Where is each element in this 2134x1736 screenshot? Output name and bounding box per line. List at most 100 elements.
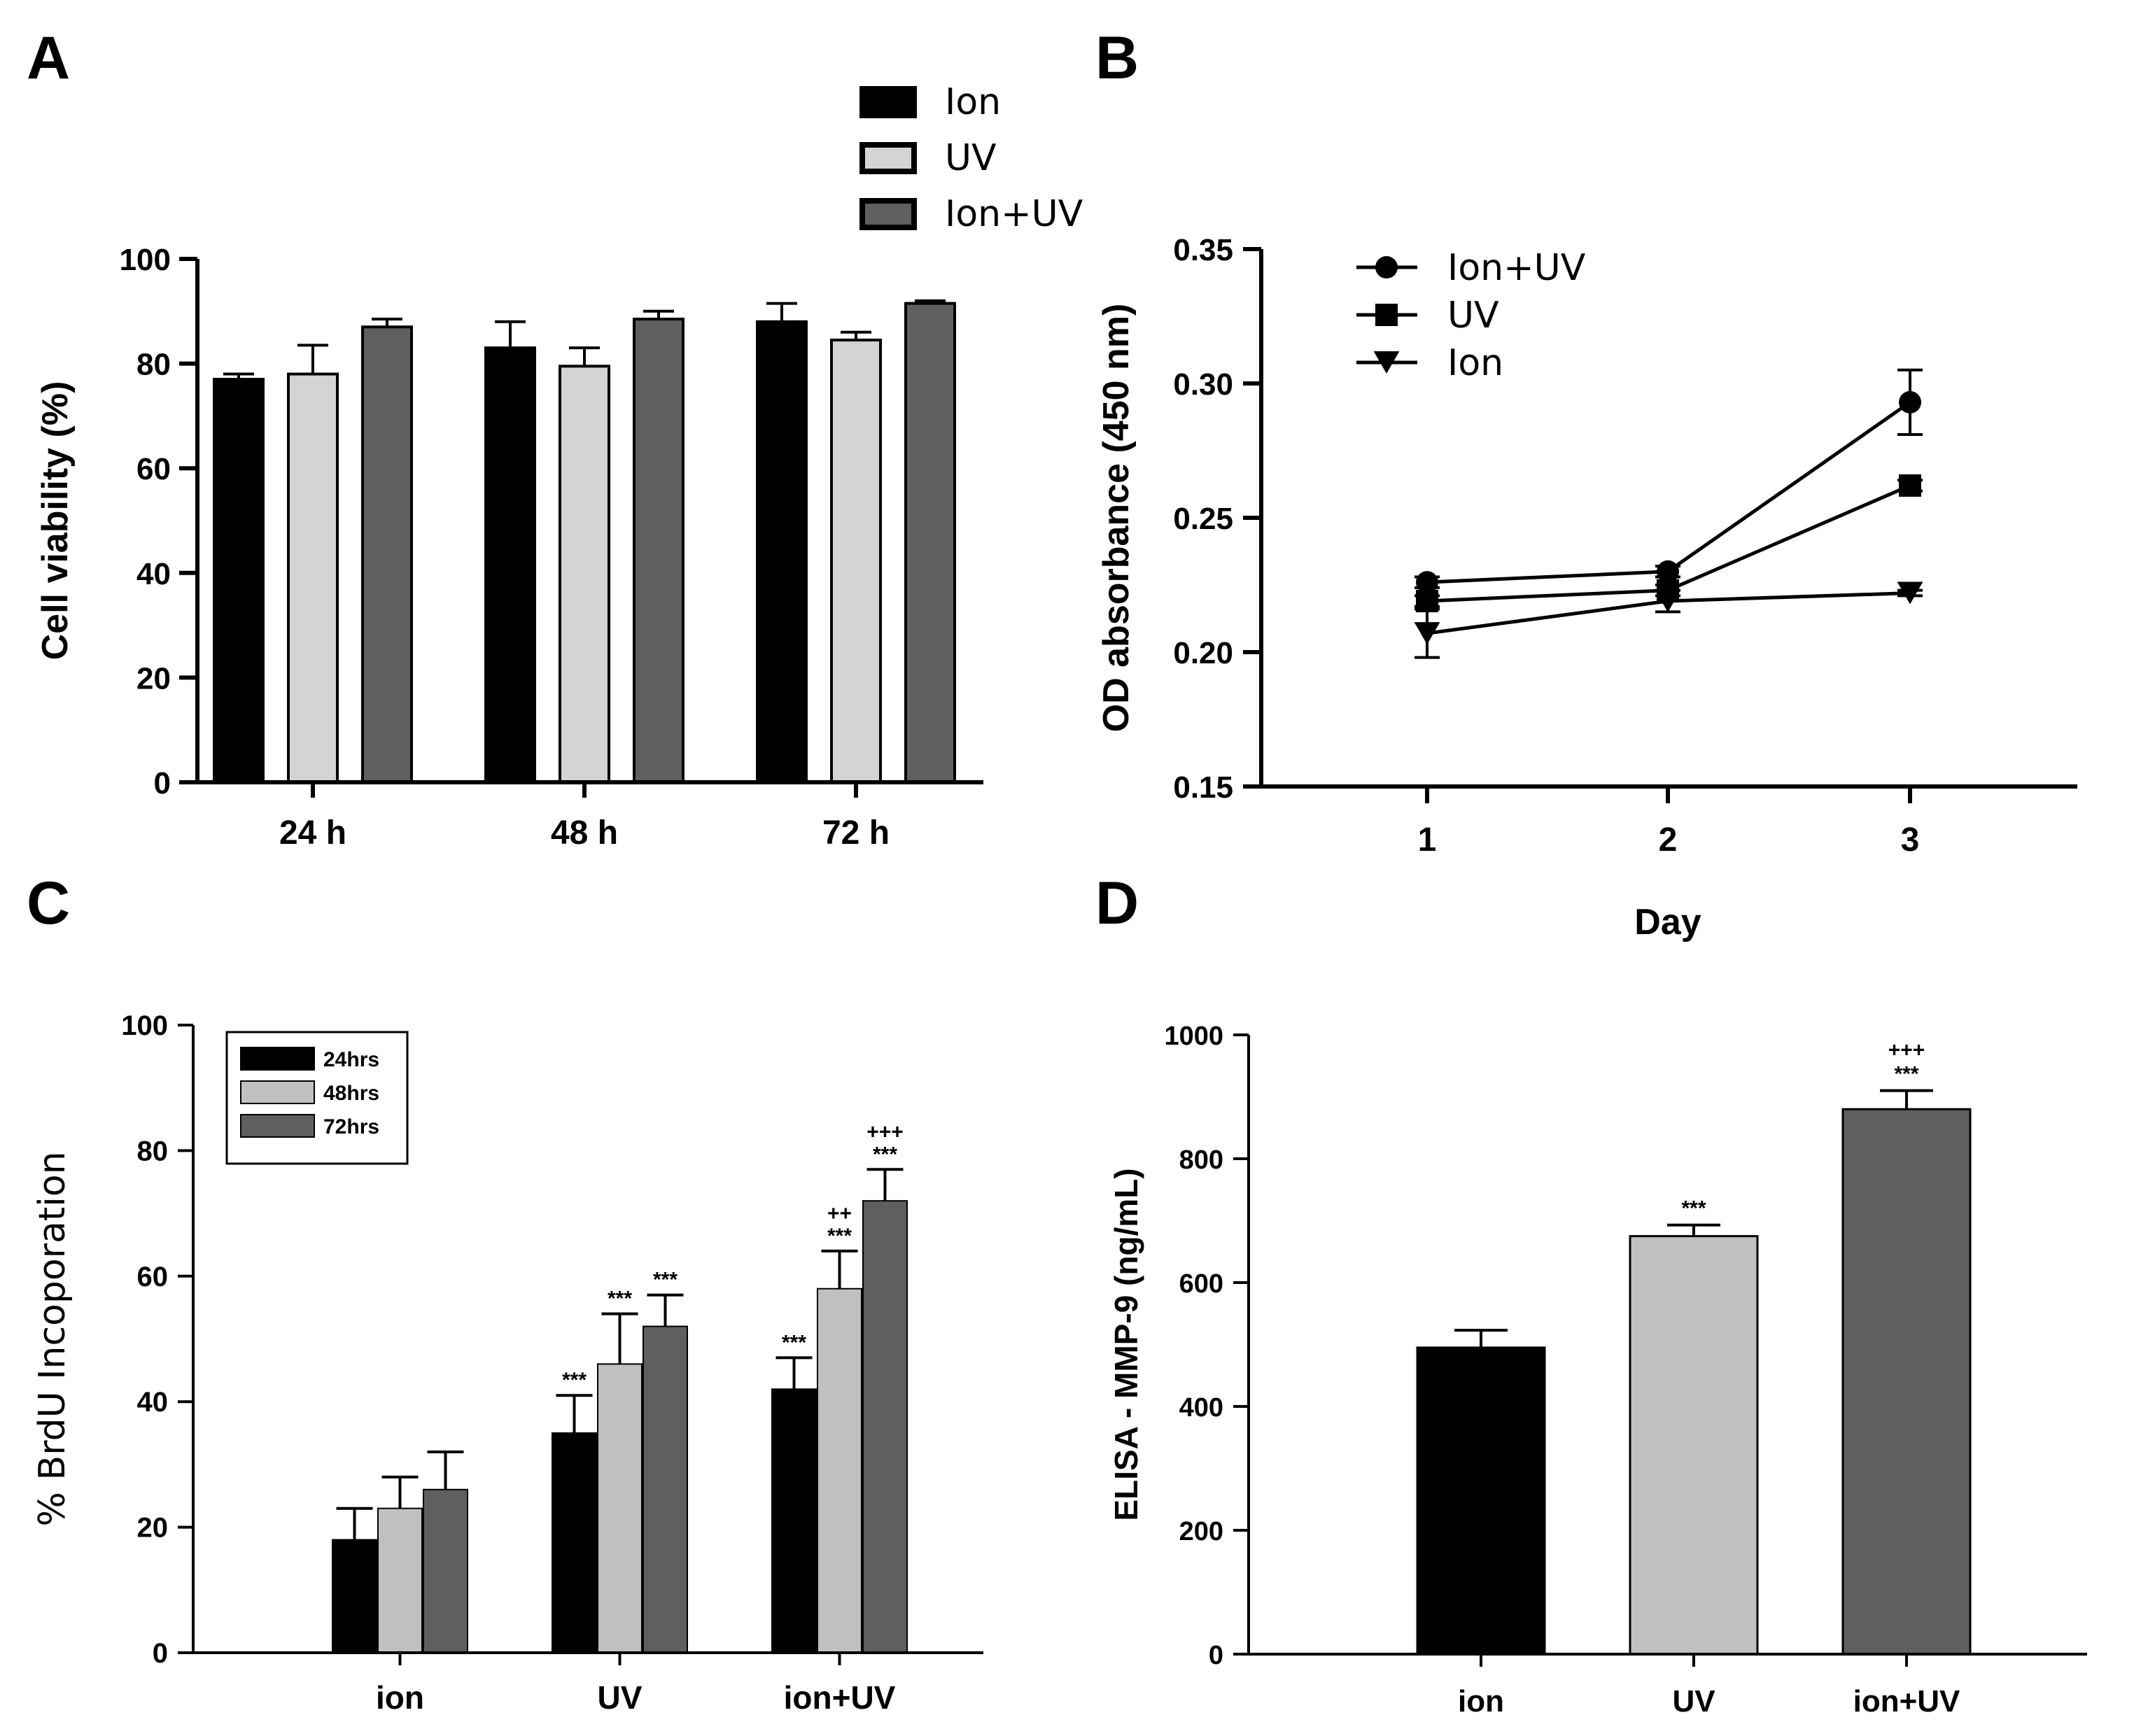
series-line-ion-uv <box>1426 400 1911 584</box>
x-tick-label-ion-uv: ion+UV <box>1853 1684 1960 1719</box>
legend-label-ion: Ion <box>945 81 1001 123</box>
panel-letter-c: C <box>27 870 70 937</box>
bar-ion-24-h <box>213 378 265 784</box>
legend-swatch-24hrs <box>240 1047 315 1071</box>
x-tick-label-uv: UV <box>598 1679 643 1716</box>
axes <box>192 1025 983 1654</box>
bar-ion-uv <box>1841 1108 1972 1656</box>
bar-uv-72-h <box>830 338 882 784</box>
panel-d: D 02004006008001000ion***UV***+++ion+UVE… <box>1095 870 2087 1719</box>
y-tick-label-0.25: 0.25 <box>1173 502 1233 536</box>
x-tick-label-ion-uv: ion+UV <box>784 1679 896 1716</box>
significance-ion-uv-1: +++ <box>1888 1039 1925 1062</box>
y-axis-title: % BrdU Incoporation <box>31 1151 73 1526</box>
legend-label-72hrs: 72hrs <box>323 1115 379 1138</box>
axes <box>195 259 983 784</box>
significance-24hrs-ion-uv-0: *** <box>782 1331 806 1354</box>
axes <box>1259 249 2077 789</box>
legend-label-ion-uv: Ion+UV <box>1447 247 1586 289</box>
legend-swatch-ion-uv <box>859 198 917 230</box>
bar-24hrs-ion-uv <box>771 1388 817 1653</box>
axes <box>1247 1035 2087 1656</box>
bar-ion-uv-48-h <box>633 318 685 784</box>
legend-swatch-ion <box>859 86 917 118</box>
x-tick-label-1: 1 <box>1418 821 1437 859</box>
legend-swatch-72hrs <box>240 1114 315 1138</box>
legend-label-24hrs: 24hrs <box>323 1048 379 1071</box>
x-tick-label-3: 3 <box>1901 821 1920 859</box>
point-ion-uv-day-1 <box>1416 571 1438 594</box>
legend-swatch-48hrs <box>240 1080 315 1104</box>
y-tick-label-200: 200 <box>1179 1517 1223 1546</box>
significance-72hrs-uv-0: *** <box>653 1269 678 1292</box>
bar-48hrs-ion <box>377 1507 423 1653</box>
y-tick-label-0.20: 0.20 <box>1173 636 1233 670</box>
y-tick-label-0.15: 0.15 <box>1173 770 1233 805</box>
point-ion-day-3 <box>1897 581 1923 605</box>
bar-72hrs-uv <box>643 1325 688 1654</box>
y-tick-label-1000: 1000 <box>1164 1022 1223 1051</box>
legend-label-uv: UV <box>945 137 997 179</box>
panel-letter-b: B <box>1095 24 1139 92</box>
panel-letter-d: D <box>1095 870 1139 937</box>
y-tick-label-20: 20 <box>136 661 171 696</box>
x-tick-label-ion: ion <box>1458 1684 1504 1719</box>
y-tick-label-60: 60 <box>137 1262 169 1292</box>
y-tick-label-100: 100 <box>121 1010 168 1041</box>
point-uv-day-3 <box>1899 474 1921 497</box>
bar-24hrs-uv <box>552 1432 597 1654</box>
y-axis-title: ELISA - MMP-9 (ng/mL) <box>1108 1168 1144 1520</box>
y-tick-label-60: 60 <box>136 452 171 486</box>
significance-48hrs-uv-0: *** <box>608 1287 632 1311</box>
bar-ion-72-h <box>756 320 808 784</box>
bar-48hrs-uv <box>597 1363 643 1653</box>
panel-b: B 0.15 0.20 0.25 0.30 0.35 1 2 3 Day OD absorbanc… <box>1095 24 2077 943</box>
point-ion-day-2 <box>1655 590 1681 613</box>
point-ion-uv-day-3 <box>1899 390 1921 414</box>
significance-48hrs-ion-uv-0: *** <box>827 1225 852 1248</box>
x-tick-label-uv: UV <box>1672 1684 1715 1719</box>
x-axis-title: Day <box>1634 902 1701 943</box>
significance-48hrs-ion-uv-1: ++ <box>827 1202 852 1225</box>
y-axis-title: OD absorbance (450 nm) <box>1096 304 1137 733</box>
y-tick-label-20: 20 <box>137 1513 169 1544</box>
bar-72hrs-ion <box>423 1488 468 1654</box>
panel-letter-a: A <box>27 24 70 92</box>
point-ion-day-1 <box>1414 622 1440 645</box>
x-tick-label-48-h: 48 h <box>551 814 618 852</box>
panel-a: A 0 20 40 60 80 100 24 h 48 h 72 h Cell viability… <box>27 24 1083 852</box>
bar-48hrs-ion-uv <box>817 1287 862 1653</box>
bar-ion <box>1416 1346 1546 1656</box>
significance-24hrs-uv-0: *** <box>562 1369 587 1392</box>
legend-label-ion-uv: Ion+UV <box>945 193 1083 235</box>
bar-uv-24-h <box>287 372 339 784</box>
y-tick-label-40: 40 <box>136 557 171 591</box>
bar-ion-48-h <box>484 346 536 784</box>
significance-72hrs-ion-uv-1: +++ <box>866 1120 904 1143</box>
y-tick-label-100: 100 <box>120 243 171 277</box>
legend-label-48hrs: 48hrs <box>323 1082 379 1105</box>
y-tick-label-80: 80 <box>137 1136 169 1166</box>
x-tick-label-ion: ion <box>376 1679 424 1716</box>
bar-ion-uv-72-h <box>904 302 956 784</box>
bar-ion-uv-24-h <box>361 325 413 784</box>
point-ion-uv-day-2 <box>1657 560 1679 583</box>
y-tick-label-0.30: 0.30 <box>1173 367 1233 402</box>
bar-72hrs-ion-uv <box>862 1200 908 1654</box>
y-axis-title: Cell viability (%) <box>35 381 76 661</box>
y-tick-label-0.35: 0.35 <box>1173 233 1233 267</box>
significance-72hrs-ion-uv-0: *** <box>873 1143 897 1166</box>
y-tick-label-80: 80 <box>136 348 171 382</box>
panel-c: C 020406080100ion*********UV******++***+… <box>27 870 983 1716</box>
legend-marker-ion <box>1373 351 1400 374</box>
bar-uv <box>1629 1235 1759 1656</box>
bar-24hrs-ion <box>332 1539 377 1654</box>
y-tick-label-600: 600 <box>1179 1269 1223 1299</box>
y-tick-label-800: 800 <box>1179 1145 1223 1175</box>
bar-uv-48-h <box>559 365 610 784</box>
legend-marker-ion-uv <box>1375 256 1398 278</box>
y-tick-label-0: 0 <box>153 1638 168 1669</box>
y-tick-label-0: 0 <box>154 766 171 800</box>
y-tick-label-0: 0 <box>1209 1641 1223 1670</box>
